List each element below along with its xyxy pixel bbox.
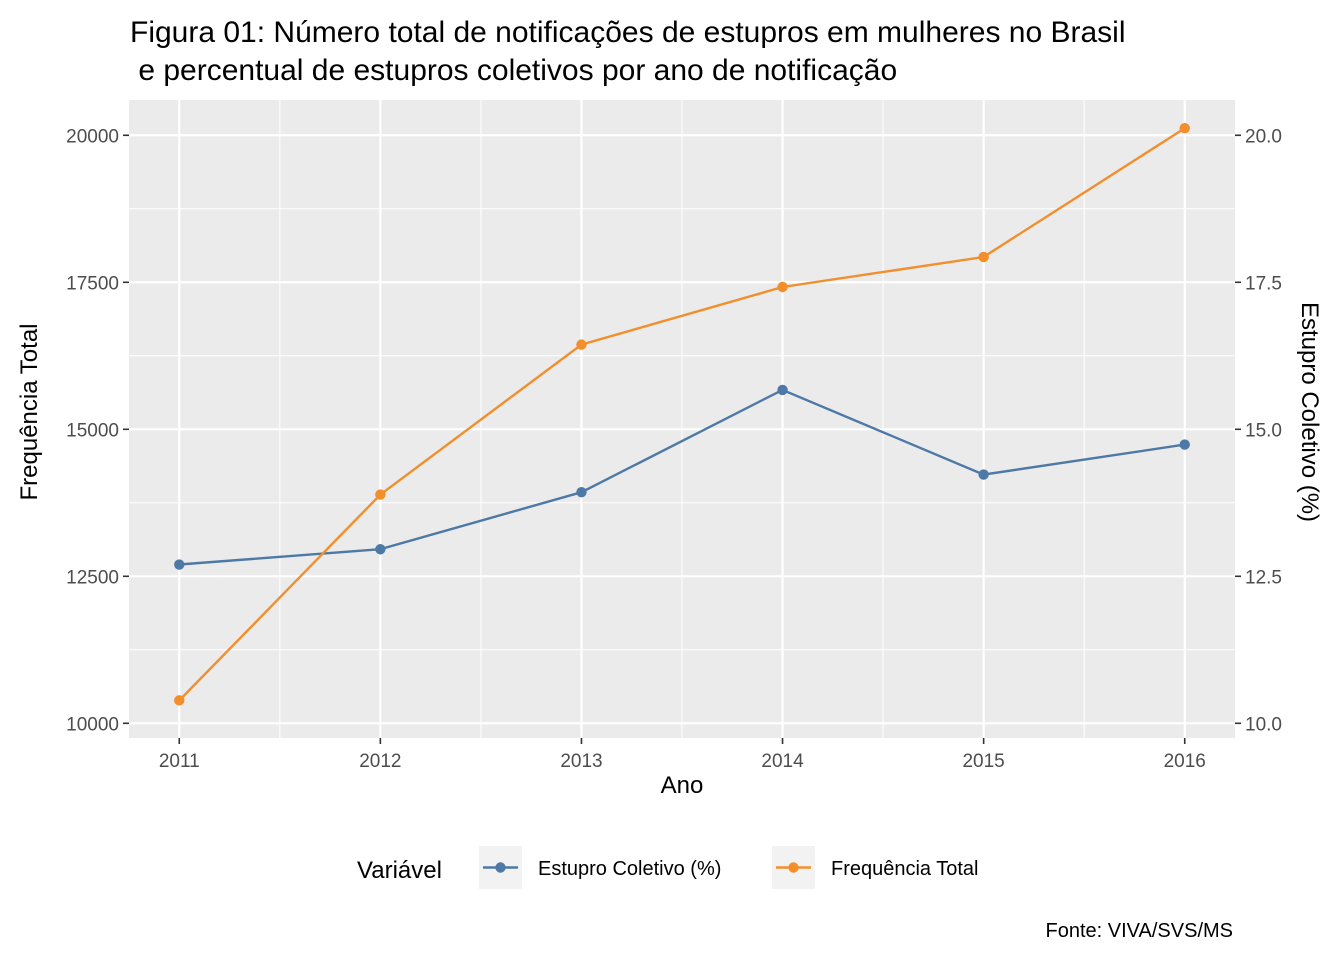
axes: 10000 12500 15000 17500 20000 10.0 12.5 15.0 17.…: [66, 126, 1282, 772]
series-frequencia-total-line: [178, 127, 1186, 702]
y-right-tick-label: 20.0: [1245, 126, 1282, 147]
x-axis-title: Ano: [661, 772, 704, 799]
series-frequencia-total-point: [777, 281, 788, 293]
series-layer: [174, 123, 1190, 706]
x-tick-label: 2011: [159, 751, 200, 772]
legend-title: Variável: [357, 857, 442, 884]
series-frequencia-total-point: [978, 251, 989, 263]
grid-lines: [129, 100, 1235, 738]
y-right-tick-label: 12.5: [1245, 567, 1282, 588]
x-tick-label: 2015: [962, 751, 1004, 772]
chart-title-line-2: e percentual de estupros coletivos por a…: [130, 54, 897, 87]
x-tick-label: 2016: [1164, 751, 1206, 772]
legend-key-point: [495, 862, 506, 873]
series-estupro-coletivo-point: [777, 384, 788, 396]
y-right-tick-label: 17.5: [1245, 273, 1282, 294]
series-frequencia-total-point: [375, 489, 386, 500]
series-frequencia-total: [174, 123, 1190, 706]
y-left-tick-label: 17500: [66, 273, 119, 294]
series-estupro-coletivo: [174, 384, 1190, 570]
legend-label: Frequência Total: [831, 858, 979, 880]
series-estupro-coletivo-point: [174, 559, 185, 570]
series-estupro-coletivo-line: [179, 388, 1185, 566]
chart-title-line-1: Figura 01: Número total de notificações …: [130, 16, 1126, 49]
x-tick-label: 2014: [761, 751, 804, 772]
chart-caption: Fonte: VIVA/SVS/MS: [1046, 920, 1233, 942]
y-left-tick-label: 20000: [66, 126, 119, 147]
series-estupro-coletivo-point: [576, 487, 587, 498]
series-estupro-coletivo-point: [1179, 439, 1190, 450]
y-right-tick-label: 15.0: [1245, 420, 1282, 441]
series-estupro-coletivo-point: [375, 544, 386, 555]
series-estupro-coletivo-point: [978, 469, 989, 480]
y-right-tick-label: 10.0: [1245, 714, 1282, 735]
x-tick-label: 2012: [359, 751, 401, 772]
series-frequencia-total-point: [174, 695, 185, 706]
y-axis-right-title: Estupro Coletivo (%): [1296, 302, 1323, 522]
series-frequencia-total-point: [1179, 123, 1190, 134]
x-tick-label: 2013: [560, 751, 602, 772]
y-left-tick-label: 10000: [66, 714, 119, 735]
legend-label: Estupro Coletivo (%): [538, 858, 721, 880]
legend-key-point: [788, 862, 799, 873]
y-left-tick-label: 12500: [66, 567, 119, 588]
y-axis-left-title: Frequência Total: [16, 324, 43, 501]
series-frequencia-total-point: [576, 339, 587, 350]
y-left-tick-label: 15000: [66, 420, 119, 441]
legend: Variável Estupro Coletivo (%) Frequência …: [357, 846, 979, 889]
